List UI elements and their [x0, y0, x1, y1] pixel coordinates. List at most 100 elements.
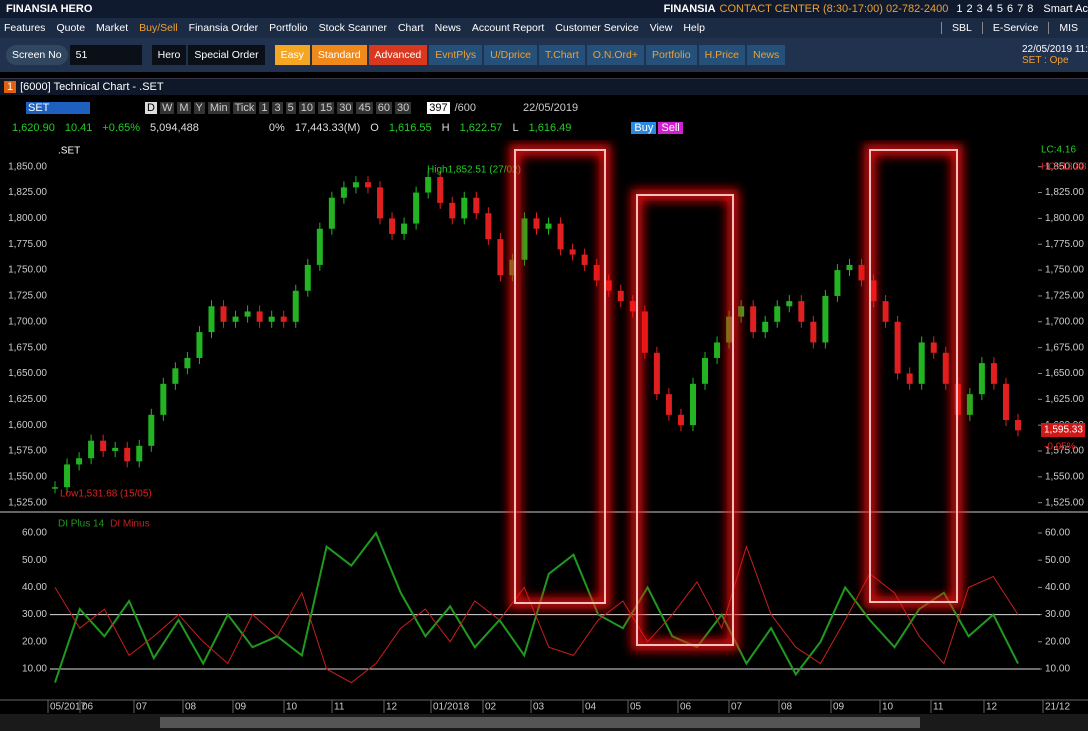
page-tab[interactable]: 2: [966, 3, 973, 15]
buy-button[interactable]: Buy: [631, 122, 657, 134]
menu-right-item[interactable]: SBL: [940, 22, 982, 34]
hero-select[interactable]: Hero: [151, 45, 187, 65]
candle: [244, 311, 251, 317]
bars[interactable]: 397: [427, 102, 450, 114]
candle: [1015, 419, 1021, 431]
period-button[interactable]: Y: [193, 102, 205, 114]
menu-item[interactable]: Portfolio: [269, 22, 308, 34]
last: 1,620.90: [12, 122, 55, 134]
toolbar-button[interactable]: T.Chart: [538, 45, 585, 65]
legend-label: DI Plus 14: [58, 519, 105, 530]
toolbar-button[interactable]: News: [747, 45, 786, 65]
toolbar-button[interactable]: Easy: [274, 45, 310, 65]
candle: [352, 182, 359, 188]
candle: [738, 306, 745, 317]
candle: [798, 301, 805, 322]
toolbar-button[interactable]: H.Price: [698, 45, 745, 65]
candle: [473, 197, 480, 214]
menu-right-item[interactable]: E-Service: [981, 22, 1049, 34]
period-button[interactable]: 1: [259, 102, 270, 114]
period-button[interactable]: 60: [375, 102, 392, 114]
candle: [304, 264, 311, 291]
candle: [641, 311, 648, 353]
smart-link[interactable]: Smart Ac: [1043, 3, 1088, 15]
y-tick-label: 1,575.00: [1045, 446, 1084, 457]
candle: [497, 239, 504, 276]
annotation-lc: LC:4.16: [1041, 145, 1076, 156]
scroll-thumb[interactable]: [160, 717, 920, 728]
menu-right-item[interactable]: MIS: [1048, 22, 1088, 34]
page-tab[interactable]: 6: [1007, 3, 1014, 15]
menu-item[interactable]: Finansia Order: [188, 22, 259, 34]
annotation-last-pct: -0.05%: [1044, 442, 1076, 453]
y-tick-label: 1,575.00: [8, 446, 47, 457]
last-price-box: [1041, 423, 1085, 437]
period-button[interactable]: 5: [285, 102, 296, 114]
page-tab[interactable]: 3: [976, 3, 983, 15]
menu-item[interactable]: Market: [96, 22, 129, 34]
period-button[interactable]: Tick: [232, 102, 257, 114]
brand: FINANSIA: [663, 3, 716, 15]
candle: [292, 290, 299, 322]
toolbar-button[interactable]: Portfolio: [646, 45, 697, 65]
period-button[interactable]: M: [177, 102, 191, 114]
screen-value[interactable]: 51: [69, 45, 142, 65]
candle: [485, 213, 492, 240]
toolbar-button[interactable]: U/Dprice: [484, 45, 537, 65]
period-button[interactable]: 30: [337, 102, 354, 114]
y-tick-label: 1,725.00: [8, 291, 47, 302]
candle: [64, 464, 71, 488]
period-button[interactable]: D: [145, 102, 157, 114]
page-tab[interactable]: 4: [986, 3, 993, 15]
symbol[interactable]: SET: [26, 102, 90, 114]
menu-item[interactable]: View: [649, 22, 673, 34]
y-tick-label: 1,850.00: [8, 161, 47, 172]
y-tick-label: 1,625.00: [1045, 394, 1084, 405]
status: 22/05/2019 11: SET : Ope: [1022, 44, 1088, 66]
menu-item[interactable]: Help: [683, 22, 705, 34]
menu-item[interactable]: Buy/Sell: [139, 22, 178, 34]
y-tick-label: 1,775.00: [1045, 239, 1084, 250]
candle: [918, 342, 925, 384]
series-line: [54, 545, 1019, 684]
toolbar-button[interactable]: Advanced: [368, 45, 428, 65]
period-button[interactable]: 15: [317, 102, 335, 114]
period-button[interactable]: 30: [394, 102, 412, 114]
toolbar-button[interactable]: EvntPlys: [429, 45, 483, 65]
page-tab[interactable]: 1: [956, 3, 963, 15]
x-tick-label: 05: [630, 702, 642, 713]
page-tab[interactable]: 7: [1017, 3, 1024, 15]
screen-no[interactable]: Screen No: [6, 45, 68, 65]
menu-item[interactable]: News: [434, 22, 461, 34]
special-select[interactable]: Special Order: [188, 45, 265, 65]
chart-bg: [0, 140, 1088, 731]
candle: [702, 357, 709, 384]
period-button[interactable]: 3: [272, 102, 283, 114]
toolbar-button[interactable]: O.N.Ord+: [586, 45, 645, 65]
candle: [750, 306, 757, 333]
period-button[interactable]: W: [159, 102, 175, 114]
candle: [882, 301, 889, 322]
y-tick-label: 1,600.00: [8, 420, 47, 431]
menu-item[interactable]: Stock Scanner: [318, 22, 387, 34]
menu-item[interactable]: Features: [4, 22, 46, 34]
page-tab[interactable]: 5: [996, 3, 1003, 15]
period-button[interactable]: 10: [298, 102, 315, 114]
toolbar-button[interactable]: Standard: [311, 45, 367, 65]
candle: [930, 342, 937, 353]
bars-total: /600: [454, 102, 477, 114]
x-tick-label: 10: [286, 702, 298, 713]
sell-button[interactable]: Sell: [658, 122, 683, 134]
menu-item[interactable]: Customer Service: [555, 22, 639, 34]
period-button[interactable]: Min: [207, 102, 230, 114]
high: 1,622.57: [459, 122, 503, 134]
menu-item[interactable]: Chart: [397, 22, 424, 34]
y-tick-label: 1,800.00: [8, 213, 47, 224]
page-tab[interactable]: 8: [1027, 3, 1034, 15]
menu-item[interactable]: Quote: [56, 22, 86, 34]
annotation-last: 1,595.33: [1044, 425, 1083, 436]
candle: [256, 311, 263, 322]
period-button[interactable]: 45: [356, 102, 373, 114]
menu-item[interactable]: Account Report: [471, 22, 545, 34]
candle: [196, 332, 203, 358]
